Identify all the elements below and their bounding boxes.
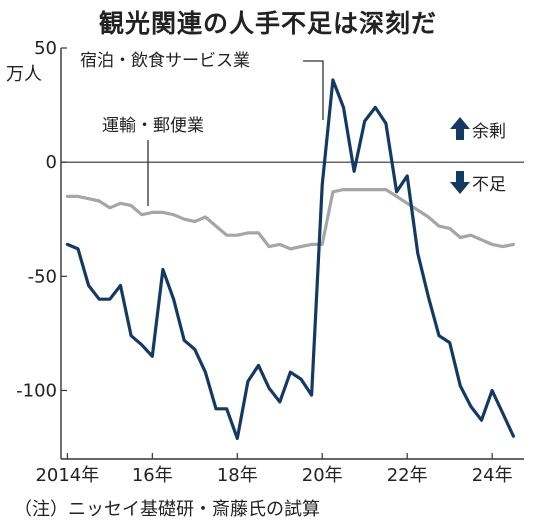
leader-line-accommodation [303, 61, 323, 120]
shortage-label: 不足 [472, 175, 506, 195]
x-tick-label: 24年 [472, 465, 513, 486]
y-unit-label: 万人 [6, 64, 42, 85]
shortage-indicator: 不足 [450, 171, 506, 195]
series-line-transport [67, 190, 513, 249]
down-arrow-icon [450, 171, 470, 194]
x-tick-label: 18年 [217, 465, 258, 486]
x-tick-label: 2014年 [35, 465, 99, 486]
series-label-accommodation: 宿泊・飲食サービス業 [80, 51, 250, 71]
up-arrow-icon [450, 117, 470, 140]
series-label-transport: 運輸・郵便業 [102, 116, 204, 136]
x-tick-label: 20年 [302, 465, 343, 486]
surplus-indicator: 余剰 [450, 117, 506, 142]
y-tick-label: 50 [34, 38, 57, 59]
tick-layer: 50 0 -50 -100 2014年 16年 18年 20年 22年 24年 [16, 38, 512, 486]
source-note: （注）ニッセイ基礎研・斎藤氏の試算 [14, 495, 320, 521]
x-tick-label: 22年 [387, 465, 428, 486]
x-tick-label: 16年 [132, 465, 173, 486]
y-tick-label: -100 [16, 381, 57, 402]
surplus-label: 余剰 [472, 122, 506, 142]
y-tick-label: -50 [28, 266, 57, 287]
y-tick-label: 0 [46, 152, 57, 173]
